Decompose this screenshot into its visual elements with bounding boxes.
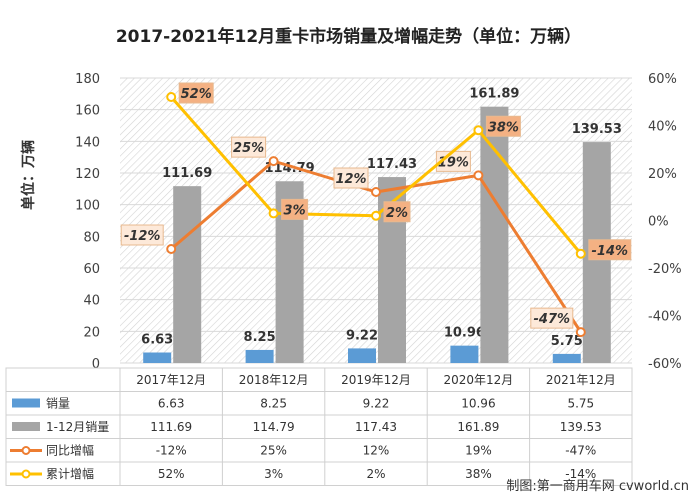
y-tick-label-left: 100 (75, 199, 100, 214)
bar-monthly-label: 10.96 (444, 326, 485, 341)
bar-cumulative-label: 114.79 (265, 161, 315, 176)
table-cell: 5.75 (567, 397, 594, 411)
line-yoy-label-box (231, 136, 267, 158)
legend-marker (21, 446, 31, 455)
x-tick-label: 2021年12月 (546, 373, 616, 387)
table-cell: 3% (264, 467, 283, 481)
bar-monthly (348, 348, 376, 363)
y-tick-label-left: 160 (75, 104, 100, 119)
line-yoy-point (371, 187, 381, 197)
x-tick-label: 2018年12月 (239, 373, 309, 387)
y-tick-label-right: 60% (648, 72, 677, 87)
y-tick-label-left: 0 (92, 357, 100, 372)
line-cumulative-label-box (281, 198, 309, 220)
line-yoy-point (575, 327, 586, 338)
bar-cumulative-label: 111.69 (162, 166, 212, 181)
y-tick-label-left: 140 (75, 135, 100, 150)
line-yoy-point (268, 156, 279, 167)
x-tick-label: 2019年12月 (341, 373, 411, 387)
line-yoy-label: -47% (534, 312, 571, 327)
y-tick-label-right: -60% (648, 357, 682, 372)
y-tick-label-right: 40% (648, 120, 677, 135)
line-cumulative-label-box (178, 82, 214, 104)
y-tick-label-left: 20 (83, 325, 100, 340)
source-credit: 制图:第一商用车网 cvworld.cn (506, 479, 689, 494)
line-yoy-label-box (333, 167, 369, 189)
line-cumulative-point (268, 208, 279, 219)
bar-cumulative-label: 117.43 (367, 157, 417, 172)
line-yoy-point (166, 244, 177, 254)
line-yoy-label: -12% (124, 229, 161, 244)
line-cumulative-label: 38% (488, 120, 519, 135)
y-tick-label-right: -20% (648, 262, 682, 277)
line-yoy-label-box (120, 224, 164, 246)
line-cumulative-label: -14% (592, 244, 629, 259)
line-cumulative-label: 2% (386, 206, 408, 221)
line-yoy-label-box (530, 307, 574, 329)
line-cumulative-label: 52% (181, 87, 212, 102)
table-cell: -47% (565, 444, 596, 458)
legend-entry: 1-12月销量 (46, 420, 109, 434)
table-cell: 161.89 (457, 420, 499, 434)
table-cell: -12% (156, 444, 187, 458)
legend-swatch (12, 422, 40, 431)
y-tick-label-left: 120 (75, 167, 100, 182)
line-cumulative-point (166, 92, 177, 102)
bar-monthly-label: 6.63 (141, 333, 173, 348)
line-yoy-label: 12% (335, 172, 366, 187)
table-cell: 19% (465, 444, 492, 458)
table-cell: 12% (363, 444, 390, 458)
chart-title: 2017-2021年12月重卡市场销量及增幅走势（单位：万辆） (115, 27, 582, 47)
legend-marker (21, 469, 31, 479)
legend-swatch (12, 398, 40, 408)
bar-cumulative (173, 186, 202, 363)
line-yoy-label: 19% (438, 155, 469, 170)
table-cell: 9.22 (363, 397, 390, 411)
line-cumulative-label: 3% (284, 203, 306, 218)
table-cell: 25% (260, 444, 287, 458)
legend-entry: 销量 (46, 397, 70, 411)
table-cell: 2% (366, 467, 385, 481)
bar-monthly (143, 352, 172, 363)
table-cell: 38% (465, 467, 492, 481)
table-cell: 10.96 (461, 397, 495, 411)
table-cell: 114.79 (253, 420, 295, 434)
line-yoy-label: 25% (233, 141, 264, 156)
table-cell: -14% (565, 467, 596, 481)
y-tick-label-left: 180 (75, 72, 100, 87)
y-tick-label-right: -40% (648, 310, 682, 325)
bar-cumulative (480, 106, 509, 363)
legend-entry: 同比增幅 (46, 443, 94, 458)
x-tick-label: 2020年12月 (443, 373, 513, 387)
bar-cumulative-label: 161.89 (469, 87, 519, 102)
x-tick-label: 2017年12月 (136, 373, 206, 387)
y-tick-label-right: 20% (648, 167, 677, 182)
table-cell: 111.69 (150, 420, 192, 434)
table-cell: 117.43 (355, 420, 397, 434)
table-cell: 6.63 (158, 397, 185, 411)
table-cell: 139.53 (560, 420, 602, 434)
bar-cumulative-label: 139.53 (572, 122, 622, 137)
y-tick-label-left: 40 (83, 294, 100, 309)
bar-monthly-label: 9.22 (346, 328, 378, 343)
bar-monthly (552, 353, 581, 363)
bar-monthly (450, 345, 479, 363)
bar-monthly-label: 8.25 (244, 330, 276, 345)
table-cell: 8.25 (260, 397, 287, 411)
line-cumulative-label-box (383, 201, 411, 223)
y-tick-label-right: 0% (648, 215, 669, 230)
line-yoy-point (473, 170, 484, 181)
y-tick-label-left: 80 (83, 230, 100, 245)
bar-monthly-label: 5.75 (551, 334, 583, 349)
y-tick-label-left: 60 (83, 262, 100, 277)
bar-monthly (245, 349, 274, 363)
line-cumulative-point (473, 125, 484, 136)
legend-entry: 累计增幅 (46, 466, 94, 481)
line-cumulative-point (575, 248, 586, 259)
line-cumulative-label-box (485, 115, 521, 137)
line-cumulative-point (371, 210, 381, 221)
table-cell: 52% (158, 467, 185, 481)
line-cumulative-label-box (588, 239, 632, 261)
